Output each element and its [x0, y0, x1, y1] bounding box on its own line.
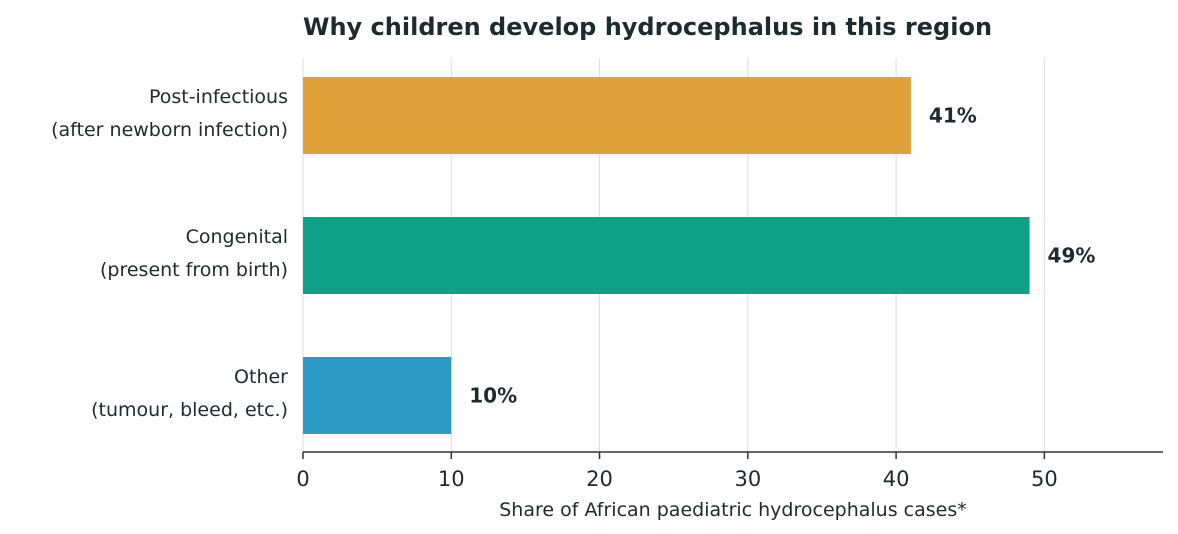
data-label: 49% [1048, 244, 1096, 268]
x-tick-label: 50 [1031, 467, 1058, 491]
category-label: (after newborn infection) [51, 119, 288, 141]
data-labels: 41% 49% 10% [469, 104, 1095, 408]
x-tick-label: 30 [734, 467, 761, 491]
category-label: Other [234, 366, 288, 388]
bars [303, 77, 1030, 434]
data-label: 10% [469, 384, 517, 408]
category-label: (present from birth) [100, 259, 288, 281]
x-tick-label: 10 [438, 467, 465, 491]
bar [303, 357, 452, 434]
category-label: Congenital [186, 226, 288, 248]
category-labels: Post-infectious (after newborn infection)… [51, 86, 288, 421]
x-axis-label: Share of African paediatric hydrocephalu… [499, 499, 966, 521]
chart-title: Why children develop hydrocephalus in th… [303, 13, 992, 41]
category-label: Post-infectious [149, 86, 288, 108]
x-tick-label: 40 [883, 467, 910, 491]
x-tick-label: 20 [586, 467, 613, 491]
data-label: 41% [929, 104, 977, 128]
x-axis-ticks: 0 10 20 30 40 50 [296, 452, 1058, 491]
bar [303, 217, 1030, 294]
bar [303, 77, 911, 154]
x-tick-label: 0 [296, 467, 309, 491]
category-label: (tumour, bleed, etc.) [91, 399, 288, 421]
